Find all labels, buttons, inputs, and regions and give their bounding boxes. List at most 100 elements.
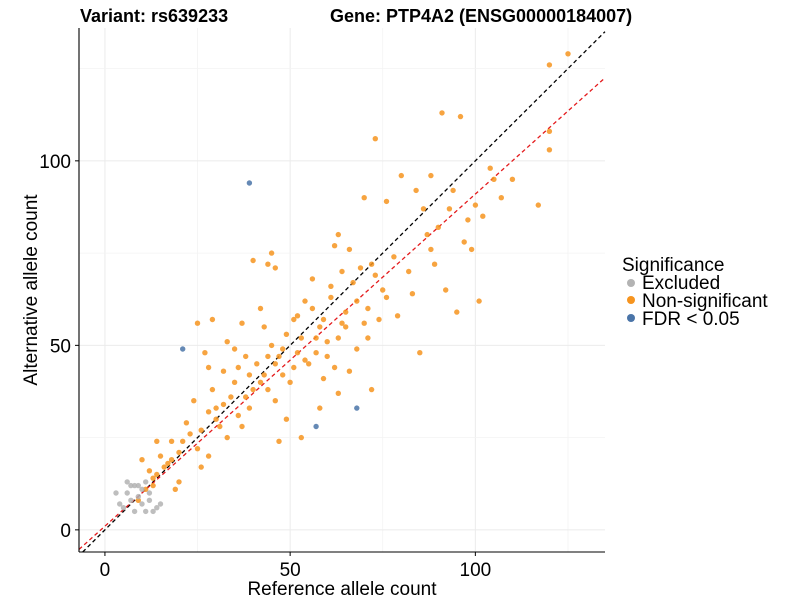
point-excluded xyxy=(117,501,123,507)
point-non-significant xyxy=(368,386,375,393)
point-non-significant xyxy=(220,368,227,374)
point-non-significant xyxy=(250,386,256,393)
point-non-significant xyxy=(280,372,286,378)
point-non-significant xyxy=(150,482,156,489)
point-non-significant xyxy=(409,291,416,297)
point-excluded xyxy=(146,497,153,503)
point-non-significant xyxy=(272,265,278,271)
point-non-significant xyxy=(235,364,241,371)
point-non-significant xyxy=(257,305,264,312)
axes xyxy=(75,28,605,556)
point-excluded xyxy=(131,508,138,515)
point-non-significant xyxy=(224,339,230,345)
point-non-significant xyxy=(287,379,293,385)
point-non-significant xyxy=(354,346,360,352)
point-non-significant xyxy=(439,110,445,116)
point-fdr-0-05 xyxy=(246,180,253,186)
point-excluded xyxy=(154,505,160,511)
point-non-significant xyxy=(228,394,234,400)
point-non-significant xyxy=(365,335,371,341)
point-non-significant xyxy=(294,350,301,356)
legend-label-excluded: Excluded xyxy=(642,273,720,294)
point-non-significant xyxy=(194,446,201,452)
point-non-significant xyxy=(272,398,278,404)
point-non-significant xyxy=(283,331,290,337)
point-non-significant xyxy=(168,457,175,463)
point-non-significant xyxy=(276,438,282,444)
point-non-significant xyxy=(406,268,412,275)
point-non-significant xyxy=(146,468,153,474)
point-non-significant xyxy=(268,250,275,256)
point-non-significant xyxy=(313,350,319,356)
point-non-significant xyxy=(383,294,390,301)
point-excluded xyxy=(143,508,149,515)
point-non-significant xyxy=(361,320,367,326)
point-non-significant xyxy=(350,279,356,286)
point-non-significant xyxy=(535,202,541,208)
point-non-significant xyxy=(202,350,208,356)
reference-line-1 xyxy=(78,77,606,550)
point-non-significant xyxy=(231,379,238,385)
point-non-significant xyxy=(383,198,390,205)
point-non-significant xyxy=(265,353,271,360)
legend-title: Significance xyxy=(622,255,724,276)
point-non-significant xyxy=(268,342,275,349)
point-non-significant xyxy=(298,434,304,441)
reference-line-0 xyxy=(82,31,606,553)
point-excluded xyxy=(139,486,145,492)
point-non-significant xyxy=(450,187,456,194)
point-non-significant xyxy=(331,243,338,249)
point-non-significant xyxy=(213,416,219,422)
point-non-significant xyxy=(465,217,471,223)
point-non-significant xyxy=(205,409,212,415)
point-non-significant xyxy=(161,464,167,470)
point-non-significant xyxy=(472,202,479,208)
point-non-significant xyxy=(380,287,386,293)
title-right: Gene: PTP4A2 (ENSG00000184007) xyxy=(330,6,632,26)
point-non-significant xyxy=(339,268,345,275)
point-non-significant xyxy=(143,486,149,492)
point-non-significant xyxy=(435,224,441,230)
point-fdr-0-05 xyxy=(180,346,186,352)
point-non-significant xyxy=(320,316,327,323)
point-non-significant xyxy=(313,335,319,341)
point-non-significant xyxy=(272,361,278,367)
y-tick-label: 0 xyxy=(60,521,71,542)
point-non-significant xyxy=(243,353,249,360)
point-non-significant xyxy=(328,294,334,301)
point-excluded xyxy=(143,479,149,485)
point-non-significant xyxy=(476,298,482,304)
point-non-significant xyxy=(172,486,178,492)
legend-marker-excluded xyxy=(627,279,635,287)
x-axis-label: Reference allele count xyxy=(247,579,437,600)
point-non-significant xyxy=(176,479,182,485)
point-non-significant xyxy=(365,305,371,312)
point-non-significant xyxy=(457,113,464,120)
y-axis-label: Alternative allele count xyxy=(21,194,42,386)
point-excluded xyxy=(120,505,127,511)
point-non-significant xyxy=(461,239,467,245)
point-non-significant xyxy=(324,339,330,345)
point-excluded xyxy=(128,497,134,503)
point-non-significant xyxy=(168,438,175,444)
point-non-significant xyxy=(428,172,434,179)
point-non-significant xyxy=(213,405,219,411)
point-non-significant xyxy=(443,287,449,293)
point-non-significant xyxy=(209,386,216,393)
point-non-significant xyxy=(205,453,212,459)
point-non-significant xyxy=(391,254,397,260)
point-non-significant xyxy=(261,372,267,378)
point-excluded xyxy=(124,490,130,496)
point-non-significant xyxy=(291,316,297,323)
point-non-significant xyxy=(468,246,475,253)
point-non-significant xyxy=(261,324,267,330)
point-excluded xyxy=(139,501,145,507)
point-non-significant xyxy=(420,206,427,212)
point-non-significant xyxy=(246,372,253,378)
point-non-significant xyxy=(546,62,553,68)
point-non-significant xyxy=(246,405,253,411)
point-non-significant xyxy=(424,231,430,238)
point-non-significant xyxy=(209,316,216,323)
point-non-significant xyxy=(428,246,434,253)
